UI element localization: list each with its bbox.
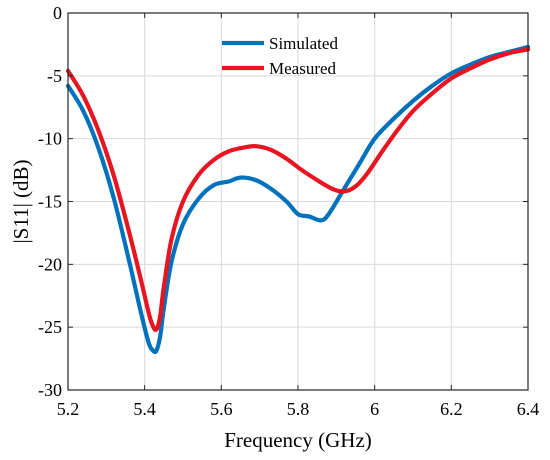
ticks: 5.2 5.4 5.6 5.8 6 6.2 6.4 0 -5 -10 -15 -20 -25 -30	[38, 3, 539, 419]
y-tick-label: -15	[38, 192, 62, 212]
y-axis-label: |S11| (dB)	[9, 159, 33, 243]
y-tick-label: -30	[38, 380, 62, 400]
legend-label-measured: Measured	[269, 59, 337, 78]
y-tick-label: -5	[47, 66, 62, 86]
y-tick-label: -10	[38, 129, 62, 149]
y-tick-label: -20	[38, 254, 62, 274]
legend-label-simulated: Simulated	[269, 34, 338, 53]
simulated-series-line	[65, 44, 531, 355]
legend: Simulated Measured	[222, 34, 338, 78]
x-tick-label: 5.4	[133, 399, 156, 419]
measured-series-line	[65, 47, 531, 333]
x-tick-label: 5.8	[287, 399, 310, 419]
x-tick-label: 5.6	[210, 399, 233, 419]
x-tick-label: 6.2	[440, 399, 463, 419]
y-tick-label: -25	[38, 317, 62, 337]
x-tick-label: 6.4	[517, 399, 540, 419]
x-axis-label: Frequency (GHz)	[224, 428, 372, 452]
x-tick-label: 5.2	[57, 399, 80, 419]
x-tick-label: 6	[370, 399, 379, 419]
y-tick-label: 0	[53, 3, 62, 23]
series-lines	[65, 44, 531, 355]
